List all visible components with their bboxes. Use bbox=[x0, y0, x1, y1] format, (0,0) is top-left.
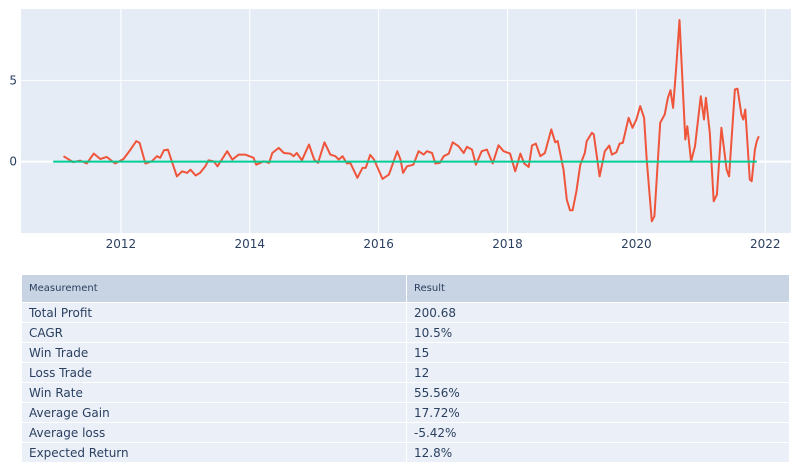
x-tick-label: 2018 bbox=[492, 237, 523, 251]
y-tick-label: 0 bbox=[9, 155, 17, 169]
table-row: Expected Return 12.8% bbox=[22, 442, 790, 462]
column-header-result: Result bbox=[406, 275, 790, 303]
result-cell: 15 bbox=[406, 342, 790, 363]
result-cell: 200.68 bbox=[406, 302, 790, 323]
table-header-row: Measurement Result bbox=[22, 275, 790, 303]
table-row: Win Trade 15 bbox=[22, 342, 790, 363]
measurement-cell: Total Profit bbox=[22, 302, 407, 323]
x-tick-label: 2012 bbox=[106, 237, 137, 251]
column-header-measurement: Measurement bbox=[22, 275, 407, 303]
result-cell: 55.56% bbox=[406, 382, 790, 403]
result-cell: 12.8% bbox=[406, 442, 790, 462]
result-cell: 10.5% bbox=[406, 322, 790, 343]
measurement-cell: Average loss bbox=[22, 422, 407, 443]
table-row: Average loss -5.42% bbox=[22, 422, 790, 443]
result-cell: -5.42% bbox=[406, 422, 790, 443]
x-tick-label: 2022 bbox=[750, 237, 781, 251]
table-row: Win Rate 55.56% bbox=[22, 382, 790, 403]
measurement-cell: Win Trade bbox=[22, 342, 407, 363]
table-row: CAGR 10.5% bbox=[22, 322, 790, 343]
table-row: Average Gain 17.72% bbox=[22, 402, 790, 423]
x-tick-label: 2014 bbox=[234, 237, 265, 251]
result-cell: 12 bbox=[406, 362, 790, 383]
line-chart: 2012 2014 2016 2018 2020 2022 0 5 bbox=[9, 9, 791, 251]
table-row: Total Profit 200.68 bbox=[22, 302, 790, 323]
table-row: Loss Trade 12 bbox=[22, 362, 790, 383]
metrics-table: Measurement Result Total Profit 200.68 CAG… bbox=[22, 275, 790, 462]
x-tick-label: 2020 bbox=[621, 237, 652, 251]
measurement-cell: Loss Trade bbox=[22, 362, 407, 383]
x-tick-label: 2016 bbox=[363, 237, 394, 251]
result-cell: 17.72% bbox=[406, 402, 790, 423]
series-line-strategy bbox=[62, 19, 760, 223]
y-tick-label: 5 bbox=[9, 73, 17, 87]
measurement-cell: Average Gain bbox=[22, 402, 407, 423]
plot-background bbox=[21, 9, 791, 233]
measurement-cell: Expected Return bbox=[22, 442, 407, 462]
measurement-cell: Win Rate bbox=[22, 382, 407, 403]
measurement-cell: CAGR bbox=[22, 322, 407, 343]
